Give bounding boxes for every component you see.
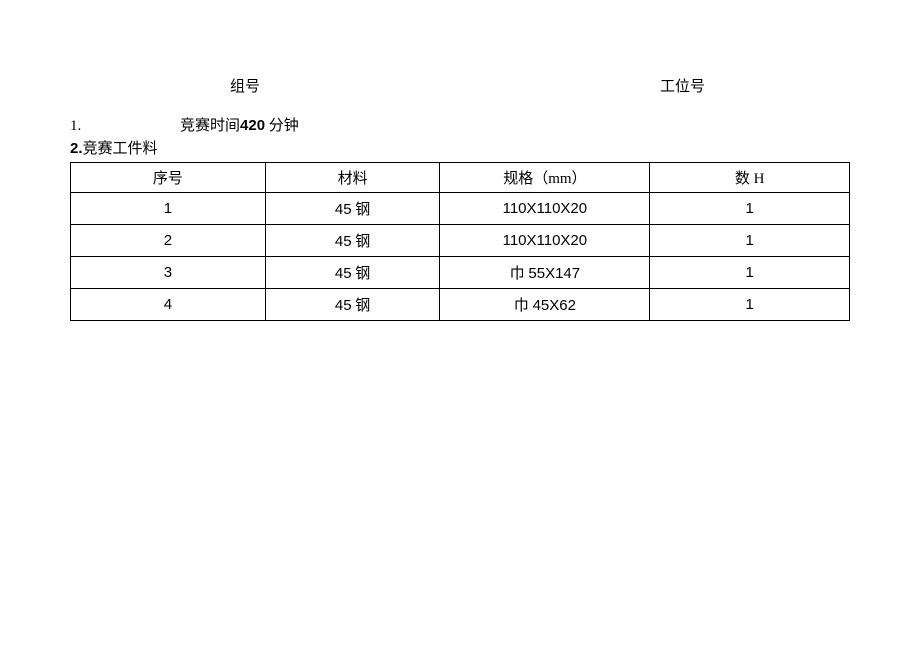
materials-table: 序号 材料 规格（mm） 数 H 1 45 钢 110X110X20 1 2 4… — [70, 162, 850, 321]
cell-material-num: 45 — [335, 233, 352, 250]
cell-qty: 1 — [650, 289, 850, 321]
cell-qty: 1 — [650, 257, 850, 289]
header-row: 组号 工位号 — [70, 75, 850, 96]
cell-seq: 1 — [71, 193, 266, 225]
table-row: 2 45 钢 110X110X20 1 — [71, 225, 850, 257]
cell-seq: 3 — [71, 257, 266, 289]
table-header-row: 序号 材料 规格（mm） 数 H — [71, 163, 850, 193]
cell-qty: 1 — [650, 225, 850, 257]
cell-spec-cn: 巾 — [514, 298, 533, 314]
line2-number: 2. — [70, 140, 83, 157]
col-header-qty: 数 H — [650, 163, 850, 193]
cell-material: 45 钢 — [265, 193, 440, 225]
line2-text: 竞赛工件料 — [83, 141, 158, 157]
cell-spec: 巾 45X62 — [440, 289, 650, 321]
col-header-material: 材料 — [265, 163, 440, 193]
cell-qty: 1 — [650, 193, 850, 225]
cell-material-cn: 钢 — [352, 266, 371, 282]
cell-material-cn: 钢 — [352, 234, 371, 250]
cell-material-cn: 钢 — [352, 202, 371, 218]
cell-spec-val: 45X62 — [533, 297, 576, 314]
line1-bold: 420 — [240, 117, 265, 134]
cell-material-num: 45 — [335, 201, 352, 218]
cell-spec: 110X110X20 — [440, 225, 650, 257]
col-header-seq: 序号 — [71, 163, 266, 193]
cell-seq: 2 — [71, 225, 266, 257]
cell-material-num: 45 — [335, 265, 352, 282]
cell-spec-cn: 巾 — [510, 266, 529, 282]
cell-spec-val: 55X147 — [528, 265, 580, 282]
cell-spec: 110X110X20 — [440, 193, 650, 225]
cell-material-num: 45 — [335, 297, 352, 314]
group-label: 组号 — [230, 75, 260, 96]
cell-material: 45 钢 — [265, 225, 440, 257]
cell-material-cn: 钢 — [352, 298, 371, 314]
table-row: 3 45 钢 巾 55X147 1 — [71, 257, 850, 289]
col-header-spec: 规格（mm） — [440, 163, 650, 193]
line1-text: 竞赛时间420 分钟 — [180, 114, 299, 135]
line1-number: 1. — [70, 118, 180, 135]
cell-material: 45 钢 — [265, 257, 440, 289]
cell-seq: 4 — [71, 289, 266, 321]
line1-suffix: 分钟 — [265, 118, 299, 134]
table-row: 1 45 钢 110X110X20 1 — [71, 193, 850, 225]
line1-prefix: 竞赛时间 — [180, 118, 240, 134]
info-line-2: 2.竞赛工件料 — [70, 137, 850, 158]
table-row: 4 45 钢 巾 45X62 1 — [71, 289, 850, 321]
info-line-1: 1. 竞赛时间420 分钟 — [70, 114, 850, 135]
cell-material: 45 钢 — [265, 289, 440, 321]
cell-spec: 巾 55X147 — [440, 257, 650, 289]
station-label: 工位号 — [660, 75, 705, 96]
